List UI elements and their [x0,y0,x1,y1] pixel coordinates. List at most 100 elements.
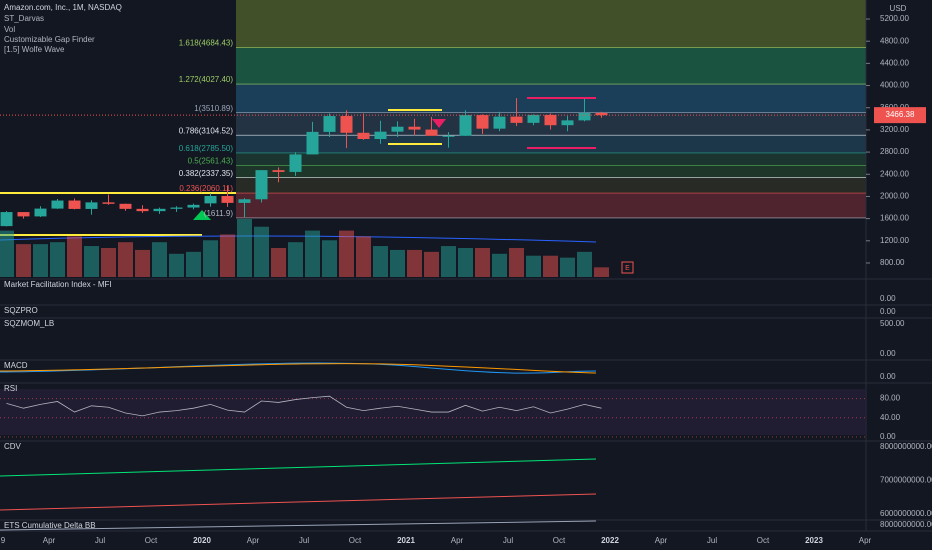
earnings-icon-text: E [625,265,630,272]
pane-tick-label: 0.00 [880,432,896,441]
volume-bar [288,242,303,277]
last-price-label: 3466.38 [886,110,915,119]
fib-label: 0.618(2785.50) [179,144,234,153]
x-tick-label: Apr [247,536,260,545]
volume-bar [237,219,252,277]
candle-body [527,114,540,123]
candle-body [595,112,608,116]
volume-bar [577,251,592,277]
candle-body [204,195,217,204]
volume-bar [373,246,388,277]
indicator-label: Vol [4,25,15,34]
fib-label: (1611.9) [204,209,234,218]
candle-body [102,202,115,204]
down-arrow [432,119,446,128]
currency: USD [890,4,907,13]
y-tick-label: 3200.00 [880,125,909,134]
candle-body [459,115,472,136]
fib-zone [236,0,866,48]
volume-bar [16,244,31,277]
indicator-label: Customizable Gap Finder [4,35,95,44]
fib-label: 0.786(3104.52) [179,126,234,135]
ets-line [0,520,597,531]
candle-body [170,207,183,209]
fib-label: 0.382(2337.35) [179,169,234,178]
candle-body [340,116,353,133]
candle-body [221,195,234,203]
x-tick-label: Apr [451,536,464,545]
rsi-line [6,395,602,417]
candle-body [323,116,336,132]
candle-body [136,208,149,212]
volume-bar [407,249,422,277]
up-arrow [193,210,211,220]
x-tick-label: Oct [349,536,362,545]
volume-bar [526,255,541,277]
fib-label: 0.236(2060.11) [179,184,233,193]
fib-label: 1(3510.89) [194,104,233,113]
pane-separators [0,0,932,532]
x-tick-label: 2022 [601,536,619,545]
x-tick-label: Jul [707,536,717,545]
x-tick-label: Apr [859,536,872,545]
last-price-tag [874,107,926,124]
volume-bar [203,240,218,277]
pane-title: MACD [4,361,28,370]
pane-tick-label: 6000000000.00 [880,509,932,518]
pane-title: SQZPRO [4,306,38,315]
fib-zone [236,193,866,218]
x-tick-label: Oct [553,536,566,545]
y-tick-label: 5200.00 [880,14,909,23]
volume-bar [186,251,201,277]
candle-body [238,199,251,203]
macd-signal [0,363,597,374]
volume-bar [594,267,609,277]
y-tick-label: 2400.00 [880,169,909,178]
pane-tick-label: 8000000000.00 [880,520,932,529]
candle-body [119,203,132,209]
x-tick-label: Jul [503,536,513,545]
x-tick-label: Apr [655,536,668,545]
x-tick-label: 2020 [193,536,211,545]
y-tick-label: 1600.00 [880,214,909,223]
candle-body [153,208,166,212]
volume-bar [67,236,82,277]
x-tick-label: Jul [95,536,105,545]
candle-body [561,120,574,126]
pane-tick-label: 0.00 [880,307,896,316]
pane-tick-label: 7000000000.00 [880,476,932,485]
volume-bar [543,255,558,277]
fib-label: 1.272(4027.40) [179,75,234,84]
x-tick-label: 9 [1,536,6,545]
candle-body [442,135,455,137]
volume-bar [254,226,269,277]
pane-title: RSI [4,384,17,393]
fib-zone [236,165,866,178]
candle-body [34,208,47,217]
volume-bar [135,249,150,277]
volume-bar [220,234,235,277]
x-tick-label: 2023 [805,536,823,545]
fib-zone [236,152,866,166]
candle-body [51,200,64,209]
candle-body [578,112,591,121]
candle-body [272,170,285,172]
candle-body [85,202,98,209]
volume-bar [458,248,473,277]
pane-title: SQZMOM_LB [4,319,54,328]
fib-zone [236,135,866,153]
candle-body [374,131,387,139]
volume-bar [101,248,116,277]
volume-bar [33,244,48,277]
fib-label: 0.5(2561.43) [188,156,234,165]
pane-tick-label: 0.00 [880,372,896,381]
x-tick-label: 2021 [397,536,415,545]
candle-body [425,129,438,136]
volume-bar [305,230,320,277]
y-tick-label: 1200.00 [880,236,909,245]
candle-body [357,132,370,139]
pane-tick-label: 40.00 [880,413,901,422]
volume-bar [339,230,354,277]
earnings-icon [621,261,634,274]
volume-bar [322,240,337,277]
